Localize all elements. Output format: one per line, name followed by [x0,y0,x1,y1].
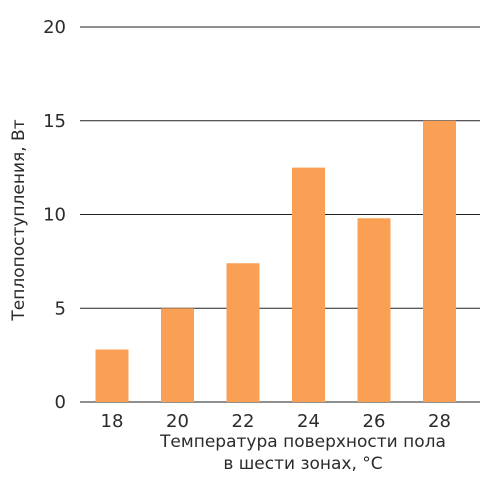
x-tick-label: 18 [101,411,124,432]
bar [226,263,260,402]
bar [95,349,129,402]
y-axis-label: Теплопоступления, Вт [9,119,29,321]
y-tick-label: 5 [55,298,66,319]
y-tick-label: 15 [43,111,66,132]
bar [161,308,194,402]
y-tick-label: 0 [55,392,66,413]
bar [423,120,456,402]
bar [357,218,391,402]
x-tick-labels: 18 20 22 24 26 28 [101,411,451,432]
gridlines [80,26,480,403]
y-tick-labels: 0 5 10 15 20 [43,17,66,413]
x-tick-label: 28 [428,411,451,432]
x-tick-label: 24 [297,411,320,432]
x-tick-label: 26 [363,411,386,432]
x-tick-label: 20 [166,411,189,432]
x-axis-label-line2: в шести зонах, °С [223,454,382,474]
bars [95,120,456,402]
y-tick-label: 20 [43,17,66,38]
x-tick-label: 22 [232,411,255,432]
y-tick-label: 10 [43,205,66,226]
x-axis-label-line1: Температура поверхности пола [159,432,446,452]
bar [292,167,325,402]
